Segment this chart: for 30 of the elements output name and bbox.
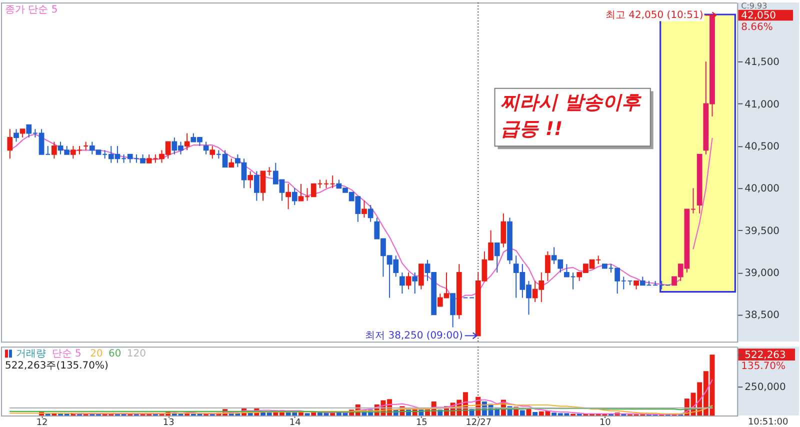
x-tick-label: 12/27 (466, 418, 492, 427)
y-tick-label: 41,500 (744, 57, 780, 68)
text: 120 (126, 348, 146, 360)
text: 135.70% (741, 361, 786, 372)
y-tick-label: 250,000 (744, 382, 786, 393)
y-tick-label: 38,500 (744, 310, 780, 322)
annotation: 최고 42,050 (10:51) (606, 10, 704, 22)
text: C:9.93 (741, 2, 768, 11)
x-tick-label: 15 (416, 418, 428, 427)
x-tick-label: 14 (289, 418, 302, 427)
annotation: 최저 38,250 (09:00) (365, 330, 463, 342)
text: 60 (108, 348, 122, 360)
text: 8.66% (741, 22, 773, 33)
x-tick-label: 10 (599, 418, 612, 427)
y-tick-label: 39,500 (744, 226, 780, 237)
text: 10:51:00 (748, 417, 789, 427)
text: 단순 5 (52, 348, 82, 360)
x-tick-label: 13 (162, 418, 174, 427)
text: 종가 단순 5 (4, 4, 58, 16)
y-tick-label: 522,263 (744, 350, 786, 362)
text: 20 (90, 348, 103, 360)
x-tick-label: 12 (36, 418, 48, 427)
y-tick-label: 41,000 (744, 99, 780, 110)
y-tick-label: 40,500 (744, 141, 780, 152)
text: 42,050 (741, 10, 776, 22)
annotation: 522,263주(135.70%) (4, 360, 108, 372)
legend-label: 거래량 (16, 348, 46, 360)
y-tick-label: 39,000 (744, 268, 780, 279)
annotation: 찌라시 발송이후 급등 !! (500, 91, 642, 140)
y-tick-label: 40,000 (744, 184, 780, 195)
